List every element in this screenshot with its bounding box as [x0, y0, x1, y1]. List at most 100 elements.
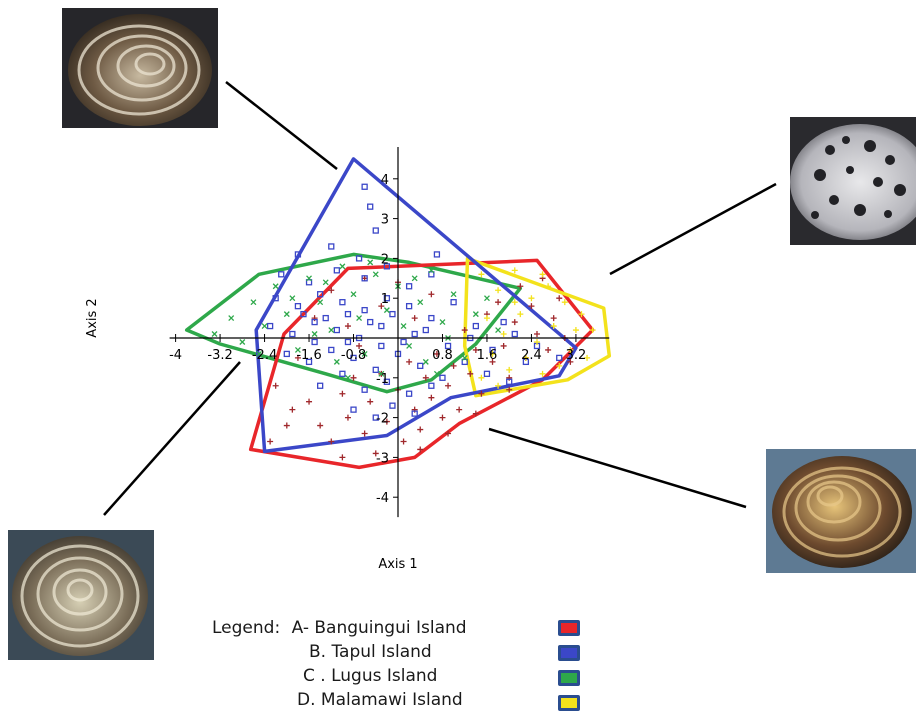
x-tick-label-5: -0.8	[341, 348, 366, 363]
shell-photo-top-right	[790, 117, 916, 245]
point-s1-54	[428, 291, 435, 298]
legend: Legend: A- Banguingui Island B. Tapul Is…	[212, 612, 592, 720]
point-s1-48	[328, 287, 335, 294]
point-s2-62	[367, 318, 374, 326]
leader-lines	[103, 81, 777, 516]
point-s3-33	[422, 358, 429, 365]
point-s3-27	[289, 295, 296, 302]
point-s3-14	[361, 350, 368, 357]
point-s2-54	[428, 382, 435, 389]
point-s2-22	[450, 299, 457, 306]
point-s3-15	[372, 271, 379, 278]
point-s2-65	[378, 342, 385, 350]
x-tick-label-1: -4	[169, 348, 182, 363]
x-tick-label-3: -2.4	[252, 348, 277, 363]
legend-entry-d: D. Malamawi Island	[297, 690, 463, 710]
point-s3-26	[495, 327, 502, 333]
point-s3-25	[484, 295, 490, 302]
point-s1-19	[417, 426, 424, 433]
point-s1-58	[472, 410, 479, 417]
point-s4-8	[589, 327, 596, 334]
point-s2-52	[383, 378, 391, 385]
point-s1-9	[350, 374, 357, 381]
point-s2-44	[417, 362, 424, 370]
point-s2-3	[372, 227, 379, 234]
point-s4-17	[506, 366, 513, 373]
point-s2-18	[361, 306, 368, 314]
y-tick-label-6: 2	[381, 252, 389, 267]
y-tick-label-8: 4	[381, 173, 389, 188]
point-s3-35	[256, 350, 262, 357]
point-s2-56	[372, 414, 379, 421]
point-s1-61	[417, 446, 424, 453]
point-s2-25	[289, 330, 296, 338]
point-s3-36	[322, 279, 329, 286]
hull-1	[248, 258, 595, 470]
point-s2-41	[350, 354, 357, 362]
point-s1-22	[433, 350, 440, 357]
point-s2-30	[400, 338, 407, 346]
point-s2-63	[389, 310, 396, 318]
point-s3-29	[333, 358, 340, 365]
point-s3-4	[250, 299, 257, 306]
point-s3-38	[411, 275, 418, 282]
point-s4-3	[511, 267, 518, 274]
y-tick-label-3: -2	[376, 412, 389, 427]
point-s3-12	[339, 263, 346, 270]
hull-3	[184, 252, 523, 394]
point-s4-5	[545, 283, 552, 290]
point-s2-59	[300, 310, 307, 318]
hull-2	[254, 157, 578, 454]
point-s2-40	[328, 346, 335, 354]
legend-swatch-d	[558, 695, 580, 711]
point-s3-9	[306, 275, 312, 282]
point-s3-5	[261, 323, 268, 330]
point-s3-23	[461, 354, 468, 361]
y-tick-label-1: -4	[376, 491, 389, 506]
point-s4-12	[534, 338, 540, 345]
point-s2-37	[556, 354, 563, 362]
point-s2-48	[506, 378, 513, 385]
point-s1-39	[528, 303, 535, 310]
point-s1-33	[495, 299, 502, 306]
point-s2-21	[428, 314, 435, 322]
point-s2-50	[339, 370, 346, 377]
point-s2-58	[411, 410, 418, 417]
point-s2-42	[372, 366, 379, 373]
leader-line-bottom-left	[103, 361, 241, 516]
y-tick-label-7: 3	[381, 213, 389, 228]
plot-area: -4 -3.2 -2.4 -1.6 -0.8 0.8 1.6 2.4 3.2 -4 -3 -2 -1 1 2…	[85, 146, 612, 572]
point-s2-5	[328, 243, 335, 250]
point-s1-46	[567, 358, 574, 365]
point-s3-10	[317, 299, 324, 306]
x-tick-label-4: -1.6	[296, 348, 321, 363]
legend-title-text: Legend:	[212, 618, 281, 638]
point-s3-8	[294, 346, 301, 353]
point-s1-30	[478, 390, 485, 397]
point-s2-69	[500, 318, 507, 326]
point-s3-20	[428, 267, 435, 274]
point-s4-6	[561, 299, 568, 306]
point-s2-7	[278, 271, 285, 278]
legend-swatch-a	[558, 620, 580, 636]
point-s1-10	[361, 430, 368, 437]
point-s4-19	[539, 370, 546, 377]
point-s1-7	[339, 390, 346, 397]
x-tick-label-7: 1.6	[477, 348, 498, 363]
point-s4-20	[556, 362, 563, 369]
point-s2-13	[428, 271, 435, 278]
x-tick-label-9: 3.2	[566, 348, 587, 363]
legend-entry-b: B. Tapul Island	[309, 642, 432, 662]
point-s2-8	[305, 279, 313, 286]
point-s3-16	[383, 307, 390, 314]
point-s4-23	[511, 299, 518, 306]
point-s1-43	[550, 315, 557, 322]
point-s4-9	[483, 315, 490, 322]
point-s1-27	[461, 327, 468, 334]
point-s2-49	[317, 382, 324, 389]
point-s4-18	[522, 354, 529, 361]
point-s2-20	[405, 303, 413, 310]
point-s2-15	[294, 303, 302, 310]
point-s2-46	[461, 358, 468, 366]
